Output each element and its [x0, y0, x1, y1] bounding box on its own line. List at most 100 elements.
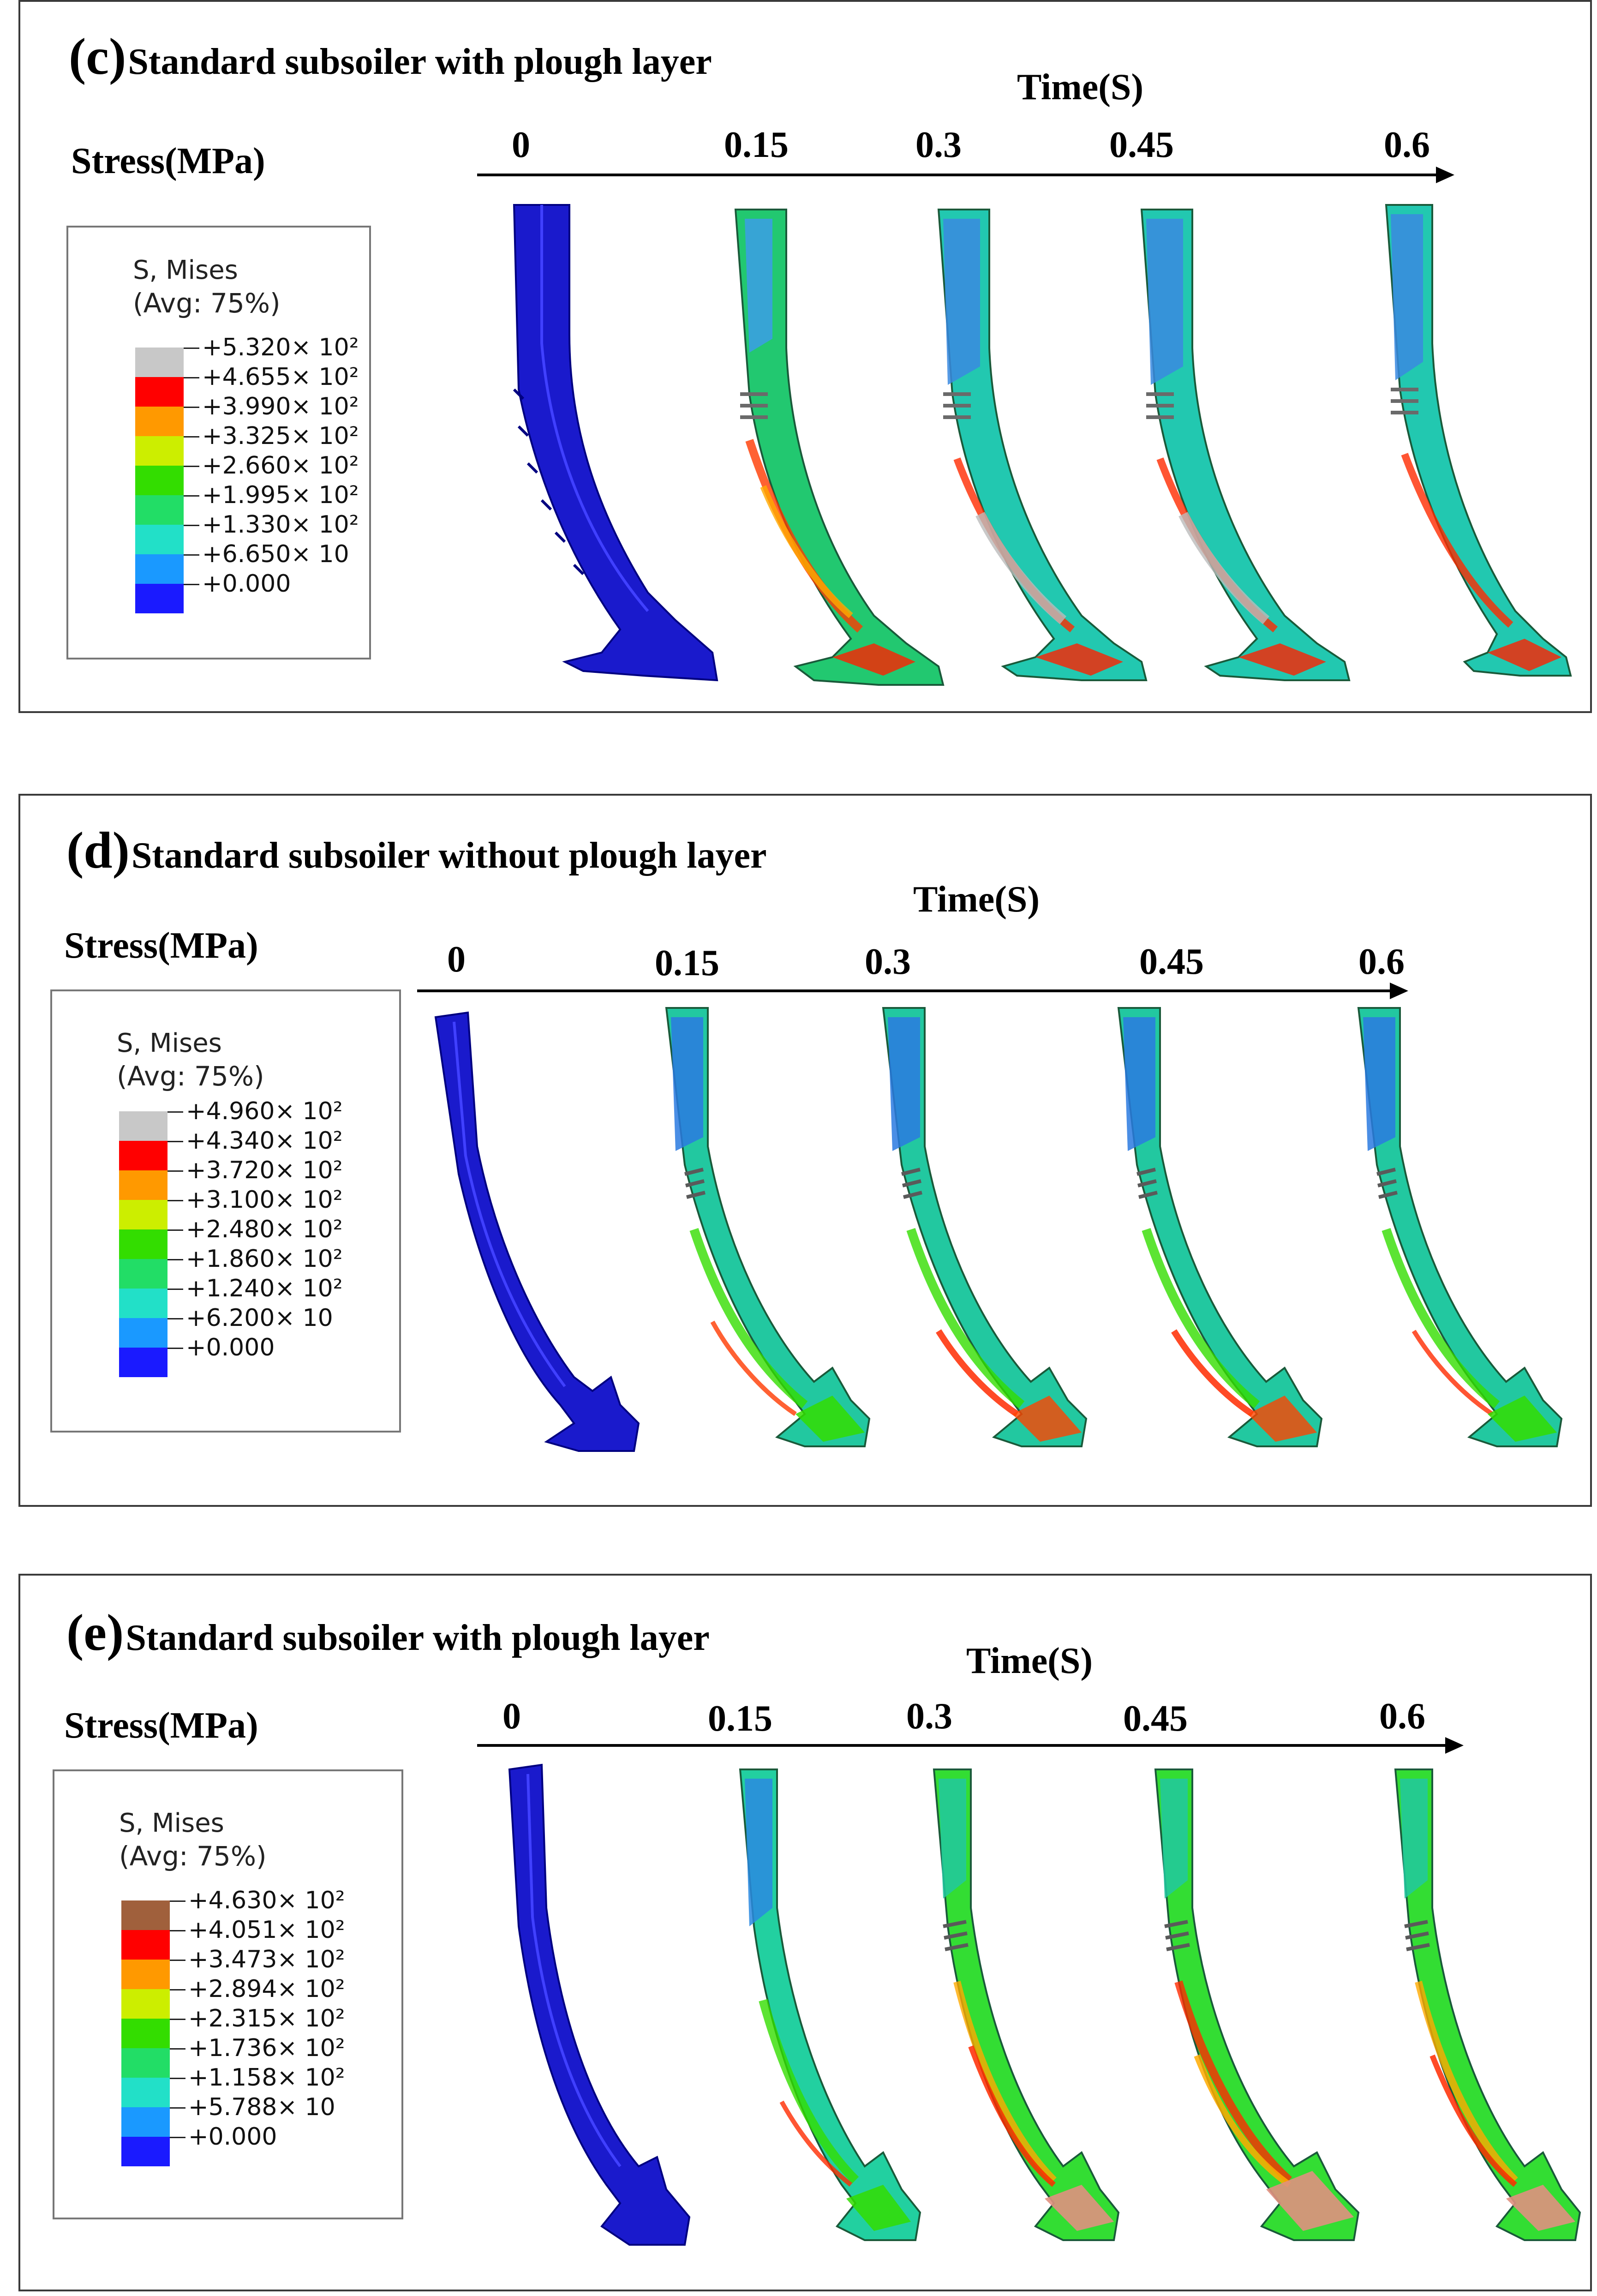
panel-d-legend: S, Mises (Avg: 75%) +4.960× 10² +4.340× … [50, 989, 401, 1433]
legend-value-4: +2.660× 10² [202, 452, 359, 480]
panel-d-title: (d) Standard subsoiler without plough la… [66, 821, 767, 881]
panel-e-tick-0: 0 [502, 1696, 521, 1737]
legend-tick [184, 436, 199, 438]
panel-c-tick-4: 0.6 [1384, 125, 1430, 165]
panel-d-stress-label: Stress(MPa) [64, 925, 258, 966]
legend-swatch-5 [121, 2048, 170, 2078]
panel-c-title-text: Standard subsoiler with plough layer [128, 42, 712, 82]
legend-tick [170, 1960, 185, 1961]
legend-swatch-0 [121, 1900, 170, 1930]
legend-value-6: +1.330× 10² [202, 511, 359, 539]
legend-swatch-4 [135, 466, 184, 495]
legend-tick [170, 1930, 185, 1931]
legend-value-1: +4.051× 10² [188, 1916, 345, 1944]
panel-c-tick-1: 0.15 [724, 125, 789, 165]
panel-d-subsoiler-t3 [1117, 1007, 1323, 1447]
panel-d-tick-1: 0.15 [655, 943, 719, 983]
legend-swatch-2 [135, 407, 184, 436]
panel-d-title-text: Standard subsoiler without plough layer [131, 835, 767, 876]
legend-value-3: +3.325× 10² [202, 422, 359, 450]
panel-c-time-arrowhead [1436, 167, 1454, 183]
panel-e-subsoiler-t0 [508, 1763, 691, 2246]
legend-swatch-6 [135, 525, 184, 554]
legend-tick [170, 1900, 185, 1902]
panel-c-time-label: Time(S) [1017, 67, 1144, 108]
legend-value-6: +1.158× 10² [188, 2064, 345, 2092]
legend-swatch-3 [135, 436, 184, 466]
legend-value-4: +2.480× 10² [186, 1216, 343, 1243]
legend-tick [184, 377, 199, 378]
legend-value-0: +5.320× 10² [202, 334, 359, 361]
panel-d-subsoiler-t0 [434, 1011, 640, 1452]
legend-tick [170, 2107, 185, 2109]
legend-tick [184, 407, 199, 408]
legend-value-2: +3.990× 10² [202, 393, 359, 420]
legend-value-8: +0.000 [188, 2123, 277, 2151]
panel-e-legend: S, Mises (Avg: 75%) +4.630× 10² +4.051× … [53, 1769, 403, 2219]
legend-value-1: +4.340× 10² [186, 1127, 343, 1155]
legend-avg: (Avg: 75%) [117, 1061, 264, 1092]
panel-d-tick-2: 0.3 [865, 941, 911, 982]
panel-e-tick-1: 0.15 [708, 1698, 772, 1739]
legend-swatch-8 [135, 584, 184, 613]
legend-swatch-6 [119, 1289, 167, 1318]
panel-e-letter: (e) [66, 1604, 124, 1661]
legend-tick [184, 525, 199, 526]
panel-d-subsoiler-t2 [882, 1007, 1088, 1447]
panel-e-subsoiler-t3 [1154, 1768, 1360, 2241]
panel-d: (d) Standard subsoiler without plough la… [18, 794, 1592, 1507]
legend-swatch-3 [119, 1200, 167, 1229]
legend-value-7: +5.788× 10 [188, 2093, 335, 2121]
legend-value-3: +3.100× 10² [186, 1186, 343, 1214]
legend-swatch-7 [121, 2107, 170, 2137]
panel-e-stress-label: Stress(MPa) [64, 1705, 258, 1746]
legend-value-2: +3.473× 10² [188, 1946, 345, 1973]
legend-tick [167, 1111, 183, 1113]
panel-e-time-arrowhead [1445, 1737, 1464, 1754]
legend-value-4: +2.315× 10² [188, 2005, 345, 2032]
legend-tick [167, 1348, 183, 1349]
panel-d-tick-3: 0.45 [1139, 941, 1204, 982]
panel-c-subsoiler-t0 [513, 204, 718, 682]
legend-value-5: +1.995× 10² [202, 481, 359, 509]
legend-swatch-2 [121, 1960, 170, 1989]
legend-value-6: +1.240× 10² [186, 1275, 343, 1302]
panel-e-tick-4: 0.6 [1379, 1696, 1425, 1737]
panel-e-tick-3: 0.45 [1123, 1698, 1188, 1739]
legend-value-2: +3.720× 10² [186, 1157, 343, 1184]
panel-e-title: (e) Standard subsoiler with plough layer [66, 1603, 710, 1663]
panel-c-stress-label: Stress(MPa) [71, 141, 265, 181]
legend-tick [184, 348, 199, 349]
panel-e-time-axis [477, 1744, 1446, 1747]
legend-swatch-8 [119, 1348, 167, 1377]
panel-c-time-axis [477, 174, 1437, 176]
panel-c-legend: S, Mises (Avg: 75%) +5.320× 10² +4.655× … [66, 226, 371, 659]
panel-d-letter: (d) [66, 822, 130, 879]
legend-value-0: +4.630× 10² [188, 1887, 345, 1914]
panel-e-subsoiler-t2 [933, 1768, 1120, 2241]
legend-tick [170, 2137, 185, 2138]
legend-swatch-4 [121, 2019, 170, 2048]
legend-tick [184, 466, 199, 467]
panel-c-letter: (c) [69, 28, 126, 85]
legend-tick [167, 1170, 183, 1172]
panel-e-title-text: Standard subsoiler with plough layer [126, 1618, 710, 1658]
legend-tick [167, 1318, 183, 1319]
legend-avg: (Avg: 75%) [119, 1840, 267, 1872]
legend-title: S, Mises [133, 255, 238, 285]
legend-swatch-1 [119, 1141, 167, 1170]
legend-value-1: +4.655× 10² [202, 363, 359, 391]
legend-swatch-4 [119, 1229, 167, 1259]
legend-swatch-6 [121, 2078, 170, 2107]
panel-e-tick-2: 0.3 [906, 1696, 952, 1737]
panel-c-tick-3: 0.45 [1109, 125, 1174, 165]
legend-title: S, Mises [119, 1808, 224, 1838]
legend-swatch-7 [135, 554, 184, 584]
legend-tick [167, 1259, 183, 1260]
panel-d-time-axis [417, 989, 1391, 992]
legend-swatch-5 [119, 1259, 167, 1289]
panel-e-time-label: Time(S) [966, 1641, 1093, 1681]
legend-tick [167, 1200, 183, 1201]
legend-tick [184, 554, 199, 556]
legend-swatch-8 [121, 2137, 170, 2166]
